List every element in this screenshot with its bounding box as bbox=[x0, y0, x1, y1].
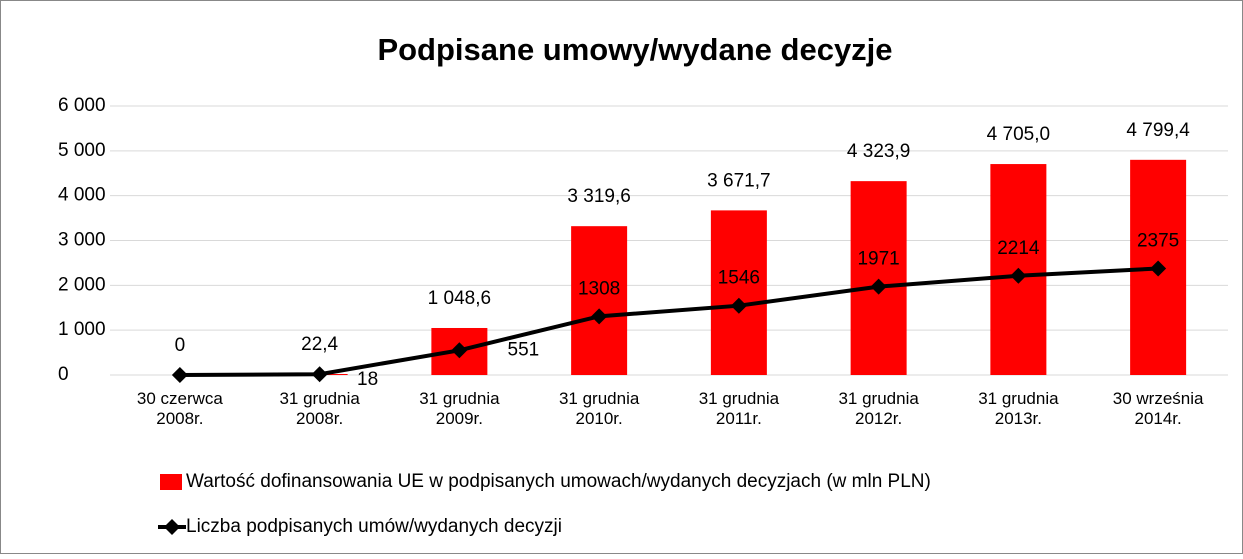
x-tick-label-line: 31 grudnia bbox=[838, 389, 919, 408]
x-tick-label: 31 grudnia 2010r. bbox=[559, 389, 640, 428]
bar-value-label: 3 319,6 bbox=[567, 186, 630, 207]
y-tick-label: 1 000 bbox=[58, 319, 106, 340]
y-tick-label: 0 bbox=[58, 364, 69, 385]
x-tick-label: 30 września 2014r. bbox=[1113, 389, 1204, 428]
y-tick-label: 6 000 bbox=[58, 95, 106, 116]
line-value-label: 2375 bbox=[1137, 231, 1179, 252]
bar-value-label: 1 048,6 bbox=[428, 288, 491, 309]
y-tick-label: 4 000 bbox=[58, 185, 106, 206]
x-tick-label-line: 31 grudnia bbox=[419, 389, 500, 408]
x-tick-label: 31 grudnia 2013r. bbox=[978, 389, 1059, 428]
line-marker bbox=[171, 367, 188, 383]
bar-value-label: 0 bbox=[175, 335, 186, 356]
bar bbox=[710, 210, 767, 375]
bar-value-label: 4 705,0 bbox=[987, 124, 1050, 145]
line-marker bbox=[730, 297, 747, 314]
bar bbox=[850, 181, 907, 375]
bar-value-label: 4 323,9 bbox=[847, 141, 910, 162]
line-value-label: 1308 bbox=[578, 278, 620, 299]
y-tick-label: 2 000 bbox=[58, 274, 106, 295]
line-marker bbox=[451, 342, 468, 359]
x-tick-label-line: 30 czerwca bbox=[137, 389, 224, 408]
line-value-label: 2214 bbox=[997, 238, 1040, 259]
line-marker bbox=[870, 278, 887, 295]
line-marker bbox=[1010, 267, 1027, 284]
x-tick-label-line: 31 grudnia bbox=[559, 389, 640, 408]
line-marker bbox=[591, 308, 608, 325]
x-tick-label-line: 2012r. bbox=[855, 409, 902, 428]
y-tick-label: 5 000 bbox=[58, 140, 106, 161]
chart-title: Podpisane umowy/wydane decyzje bbox=[377, 32, 892, 67]
line-marker bbox=[311, 366, 328, 383]
x-tick-label-line: 2014r. bbox=[1134, 409, 1181, 428]
bar-value-label: 3 671,7 bbox=[707, 170, 770, 191]
x-tick-label: 31 grudnia 2011r. bbox=[699, 389, 780, 428]
legend-swatch bbox=[160, 474, 182, 490]
x-tick-label-line: 2013r. bbox=[995, 409, 1042, 428]
y-tick-label: 3 000 bbox=[58, 230, 106, 251]
bar-value-label: 4 799,4 bbox=[1126, 120, 1190, 141]
x-tick-label-line: 2008r. bbox=[296, 409, 343, 428]
x-tick-label-line: 2009r. bbox=[436, 409, 483, 428]
bar bbox=[571, 226, 628, 375]
line bbox=[179, 266, 1159, 377]
x-tick-label-line: 31 grudnia bbox=[279, 389, 360, 408]
line-value-label: 551 bbox=[508, 339, 540, 360]
x-tick-label: 30 czerwca 2008r. bbox=[137, 389, 224, 428]
x-tick-label-line: 31 grudnia bbox=[978, 389, 1059, 408]
line-marker bbox=[1150, 260, 1167, 277]
x-tick-label: 31 grudnia 2008r. bbox=[279, 389, 360, 428]
line-value-label: 18 bbox=[357, 369, 378, 390]
line-value-label: 1546 bbox=[718, 268, 760, 289]
x-tick-label: 31 grudnia 2012r. bbox=[838, 389, 919, 428]
bar-value-label: 22,4 bbox=[301, 334, 338, 355]
x-tick-label-line: 2008r. bbox=[156, 409, 203, 428]
x-tick-label-line: 2011r. bbox=[716, 409, 762, 428]
x-tick-label-line: 2010r. bbox=[575, 409, 622, 428]
x-tick-label-line: 31 grudnia bbox=[699, 389, 780, 408]
legend-label: Liczba podpisanych umów/wydanych decyzji bbox=[186, 516, 562, 537]
x-tick-label-line: 30 września bbox=[1113, 389, 1204, 408]
legend-marker bbox=[164, 519, 180, 535]
line-value-label: 1971 bbox=[857, 249, 899, 270]
x-tick-label: 31 grudnia 2009r. bbox=[419, 389, 500, 428]
legend-label: Wartość dofinansowania UE w podpisanych … bbox=[186, 471, 931, 492]
